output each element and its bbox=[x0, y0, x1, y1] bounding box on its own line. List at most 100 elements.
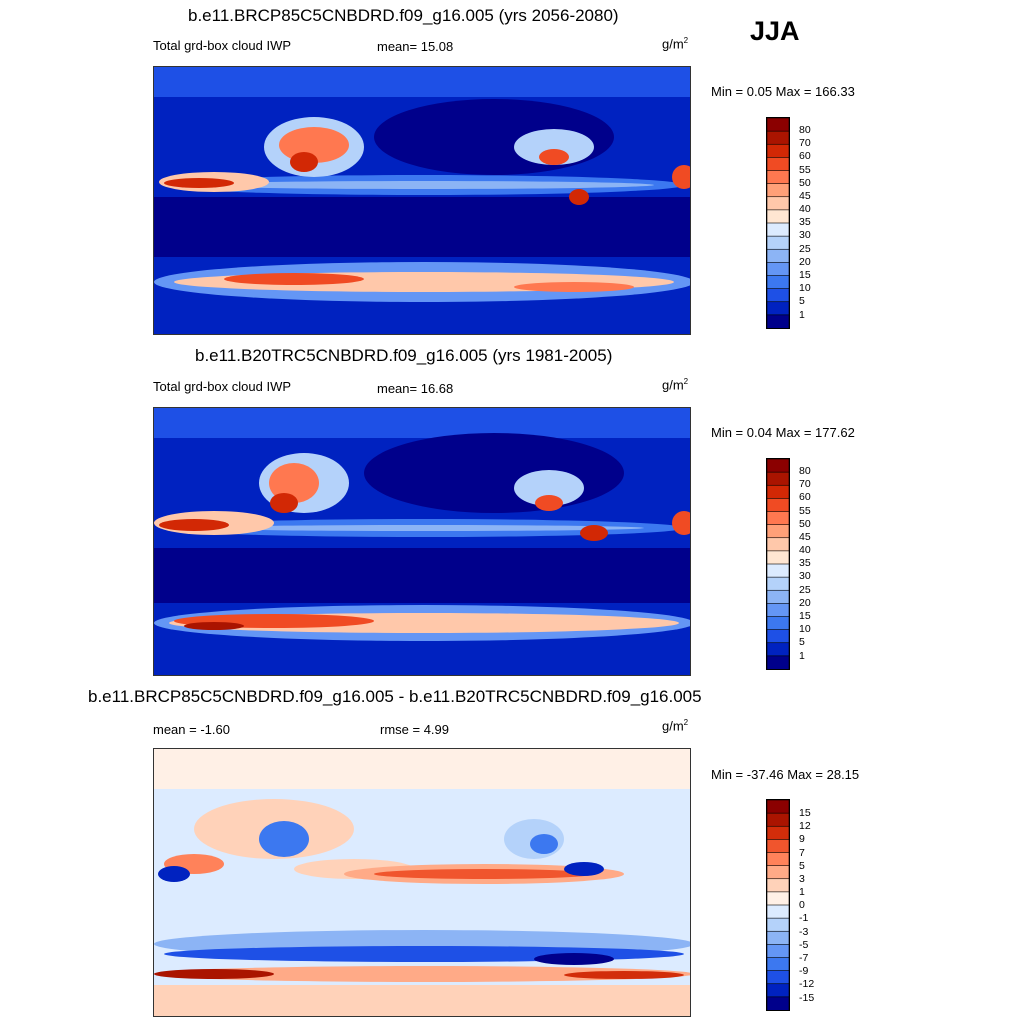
panel-2-colorbar-label: 35 bbox=[799, 557, 811, 569]
colorbar-swatch bbox=[767, 917, 789, 933]
colorbar-swatch bbox=[767, 891, 789, 906]
panel-2-title: b.e11.B20TRC5CNBDRD.f09_g16.005 (yrs 198… bbox=[195, 346, 613, 365]
colorbar-swatch bbox=[767, 235, 789, 251]
panel-1-colorbar-label: 60 bbox=[799, 150, 811, 162]
panel-2-colorbar-label: 40 bbox=[799, 544, 811, 556]
colorbar-swatch bbox=[767, 275, 789, 290]
panel-1-colorbar-label: 15 bbox=[799, 269, 811, 281]
colorbar-swatch bbox=[767, 196, 789, 211]
panel-1-colorbar-label: 1 bbox=[799, 309, 805, 321]
colorbar-swatch bbox=[767, 484, 789, 500]
colorbar-swatch bbox=[767, 143, 789, 159]
panel-1-field bbox=[154, 67, 690, 334]
panel-1-variable-label: Total grd-box cloud IWP bbox=[153, 38, 292, 53]
panel-2-field bbox=[154, 408, 690, 675]
panel-2-variable-label: Total grd-box cloud IWP bbox=[153, 379, 292, 394]
panel-3-units: g/m2 bbox=[662, 718, 689, 734]
panel-1-colorbar-label: 5 bbox=[799, 295, 805, 307]
panel-2-minmax: Min = 0.04 Max = 177.62 bbox=[711, 425, 855, 440]
colorbar-swatch bbox=[767, 118, 789, 132]
colorbar-swatch bbox=[767, 222, 789, 237]
colorbar-swatch bbox=[767, 983, 789, 998]
panel-2-colorbar-label: 50 bbox=[799, 518, 811, 530]
panel-3-colorbar-label: 0 bbox=[799, 899, 805, 911]
panel-2-colorbar-label: 15 bbox=[799, 610, 811, 622]
colorbar-swatch bbox=[767, 524, 789, 539]
panel-1-colorbar-label: 35 bbox=[799, 216, 811, 228]
panel-2-colorbar-label: 1 bbox=[799, 650, 805, 662]
colorbar-swatch bbox=[767, 616, 789, 631]
panel-1-minmax: Min = 0.05 Max = 166.33 bbox=[711, 84, 855, 99]
colorbar-swatch bbox=[767, 563, 789, 578]
colorbar-swatch bbox=[767, 471, 789, 487]
panel-1-colorbar-label: 70 bbox=[799, 137, 811, 149]
panel-3-colorbar-label: -15 bbox=[799, 992, 815, 1004]
colorbar-swatch bbox=[767, 642, 789, 657]
panel-2-colorbar-label: 45 bbox=[799, 531, 811, 543]
panel-1-colorbar bbox=[766, 117, 790, 329]
season-label: JJA bbox=[750, 16, 800, 46]
colorbar-swatch bbox=[767, 603, 789, 618]
panel-3-colorbar-label: -5 bbox=[799, 939, 809, 951]
panel-3-colorbar-label: -9 bbox=[799, 965, 809, 977]
colorbar-swatch bbox=[767, 944, 789, 959]
colorbar-swatch bbox=[767, 183, 789, 198]
colorbar-swatch bbox=[767, 839, 789, 854]
panel-3-colorbar bbox=[766, 799, 790, 1011]
colorbar-swatch bbox=[767, 576, 789, 592]
panel-2-colorbar-label: 5 bbox=[799, 636, 805, 648]
colorbar-swatch bbox=[767, 314, 789, 328]
colorbar-swatch bbox=[767, 170, 789, 185]
panel-3-colorbar-label: 1 bbox=[799, 886, 805, 898]
colorbar-swatch bbox=[767, 852, 789, 867]
panel-1-colorbar-label: 10 bbox=[799, 282, 811, 294]
panel-1-mean: mean= 15.08 bbox=[377, 39, 454, 54]
colorbar-swatch bbox=[767, 248, 789, 264]
panel-2-colorbar-label: 20 bbox=[799, 597, 811, 609]
panel-2-colorbar-label: 25 bbox=[799, 584, 811, 596]
colorbar-swatch bbox=[767, 878, 789, 893]
colorbar-swatch bbox=[767, 550, 789, 565]
panel-2-colorbar-label: 80 bbox=[799, 465, 811, 477]
panel-2-colorbar-label: 55 bbox=[799, 505, 811, 517]
panel-2-units: g/m2 bbox=[662, 377, 689, 393]
panel-3-colorbar-label: 5 bbox=[799, 860, 805, 872]
panel-1-map bbox=[153, 66, 691, 335]
colorbar-swatch bbox=[767, 288, 789, 303]
colorbar-swatch bbox=[767, 589, 789, 605]
panel-3-map bbox=[153, 748, 691, 1017]
panel-3-mean: mean = -1.60 bbox=[153, 722, 230, 737]
colorbar-swatch bbox=[767, 537, 789, 552]
colorbar-swatch bbox=[767, 970, 789, 985]
colorbar-swatch bbox=[767, 957, 789, 972]
panel-3-colorbar-label: 12 bbox=[799, 820, 811, 832]
panel-3-colorbar-label: -1 bbox=[799, 912, 809, 924]
colorbar-swatch bbox=[767, 157, 789, 172]
colorbar-swatch bbox=[767, 629, 789, 644]
panel-3-title: b.e11.BRCP85C5CNBDRD.f09_g16.005 - b.e11… bbox=[88, 687, 702, 706]
colorbar-swatch bbox=[767, 301, 789, 316]
panel-1-colorbar-label: 55 bbox=[799, 164, 811, 176]
colorbar-swatch bbox=[767, 825, 789, 841]
panel-1-colorbar-label: 25 bbox=[799, 243, 811, 255]
colorbar-swatch bbox=[767, 262, 789, 277]
colorbar-swatch bbox=[767, 209, 789, 224]
panel-3-minmax: Min = -37.46 Max = 28.15 bbox=[711, 767, 860, 782]
colorbar-swatch bbox=[767, 655, 789, 669]
colorbar-swatch bbox=[767, 865, 789, 880]
panel-1-colorbar-label: 40 bbox=[799, 203, 811, 215]
panel-1-colorbar-label: 80 bbox=[799, 124, 811, 136]
colorbar-swatch bbox=[767, 511, 789, 526]
panel-1-colorbar-label: 50 bbox=[799, 177, 811, 189]
panel-3-rmse: rmse = 4.99 bbox=[380, 722, 450, 737]
panel-1-units: g/m2 bbox=[662, 36, 689, 52]
panel-2-mean: mean= 16.68 bbox=[377, 381, 454, 396]
colorbar-swatch bbox=[767, 812, 789, 828]
panel-3-colorbar-label: 7 bbox=[799, 847, 805, 859]
panel-1-colorbar-label: 45 bbox=[799, 190, 811, 202]
panel-1-title: b.e11.BRCP85C5CNBDRD.f09_g16.005 (yrs 20… bbox=[188, 6, 619, 25]
panel-3-colorbar-label: 15 bbox=[799, 807, 811, 819]
panel-2-colorbar-label: 10 bbox=[799, 623, 811, 635]
panel-2-colorbar-label: 70 bbox=[799, 478, 811, 490]
panel-2-colorbar-label: 60 bbox=[799, 491, 811, 503]
